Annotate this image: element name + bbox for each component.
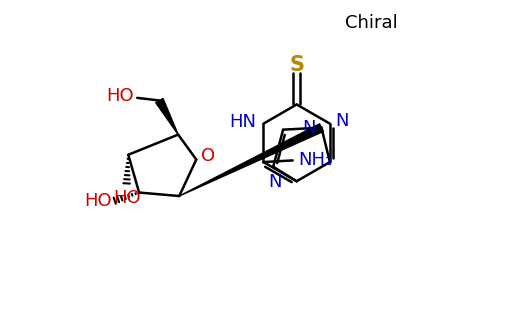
Text: HO: HO — [84, 192, 112, 210]
Text: N: N — [336, 112, 349, 130]
Text: HN: HN — [229, 113, 257, 131]
Polygon shape — [156, 98, 178, 134]
Text: Chiral: Chiral — [345, 13, 398, 31]
Text: O: O — [201, 147, 215, 165]
Text: N: N — [268, 173, 282, 191]
Text: HO: HO — [106, 87, 134, 105]
Text: S: S — [289, 55, 304, 75]
Text: N: N — [302, 119, 315, 137]
Polygon shape — [179, 124, 323, 196]
Text: HO: HO — [113, 189, 140, 207]
Text: NH₂: NH₂ — [298, 152, 333, 170]
